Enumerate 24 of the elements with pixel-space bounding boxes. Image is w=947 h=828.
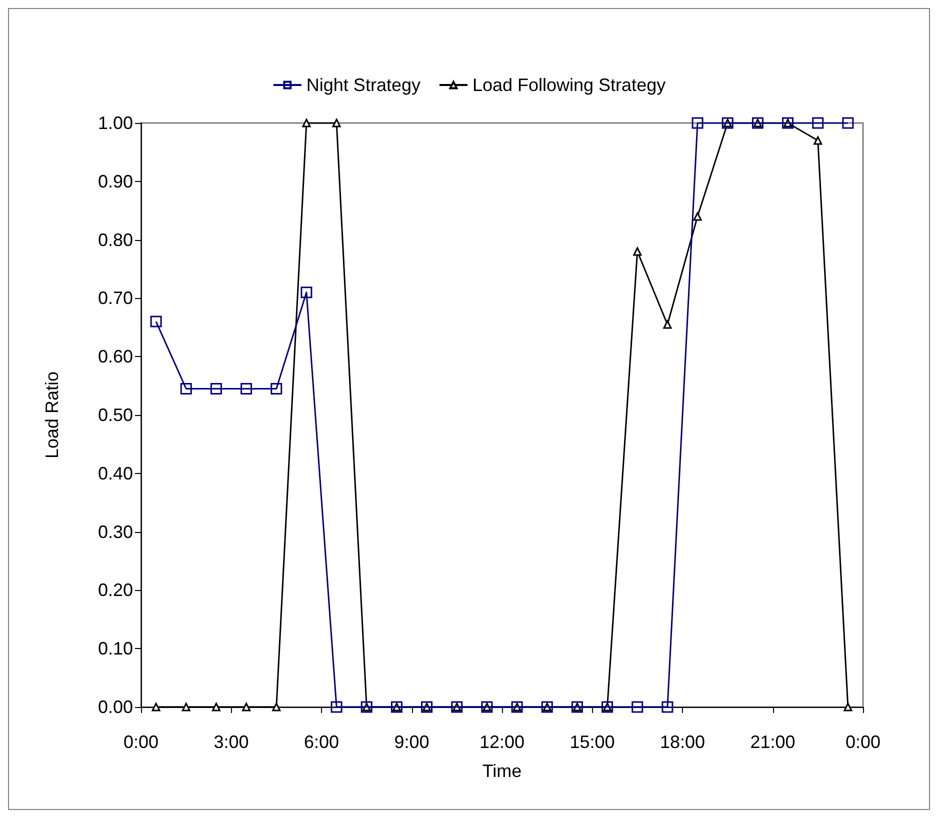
y-tick-label: 0.80 (98, 230, 133, 250)
x-tick-label: 12:00 (479, 732, 525, 752)
legend-label: Load Following Strategy (472, 75, 666, 95)
y-tick-label: 0.20 (98, 580, 133, 600)
x-tick-label: 3:00 (214, 732, 249, 752)
x-tick-label: 0:00 (123, 732, 159, 752)
x-tick-label: 6:00 (304, 732, 340, 752)
x-tick-label: 21:00 (750, 732, 796, 752)
y-tick-label: 0.90 (98, 171, 133, 192)
y-tick-label: 0.30 (98, 522, 133, 542)
y-tick-label: 0.50 (98, 405, 133, 425)
y-tick-label: 0.40 (98, 463, 133, 484)
y-tick-label: 1.00 (98, 113, 133, 133)
y-tick-label: 0.10 (98, 638, 133, 659)
x-tick-label: 18:00 (660, 732, 706, 752)
legend-label: Night Strategy (306, 75, 420, 95)
x-axis-title: Time (482, 761, 522, 781)
y-axis-title: Load Ratio (42, 371, 62, 459)
y-tick-label: 0.70 (98, 288, 133, 308)
y-tick-label: 0.60 (98, 346, 133, 367)
y-tick-label: 0.00 (98, 697, 133, 717)
x-tick-label: 0:00 (845, 732, 881, 752)
x-tick-label: 15:00 (570, 732, 615, 752)
x-tick-label: 9:00 (394, 732, 430, 752)
